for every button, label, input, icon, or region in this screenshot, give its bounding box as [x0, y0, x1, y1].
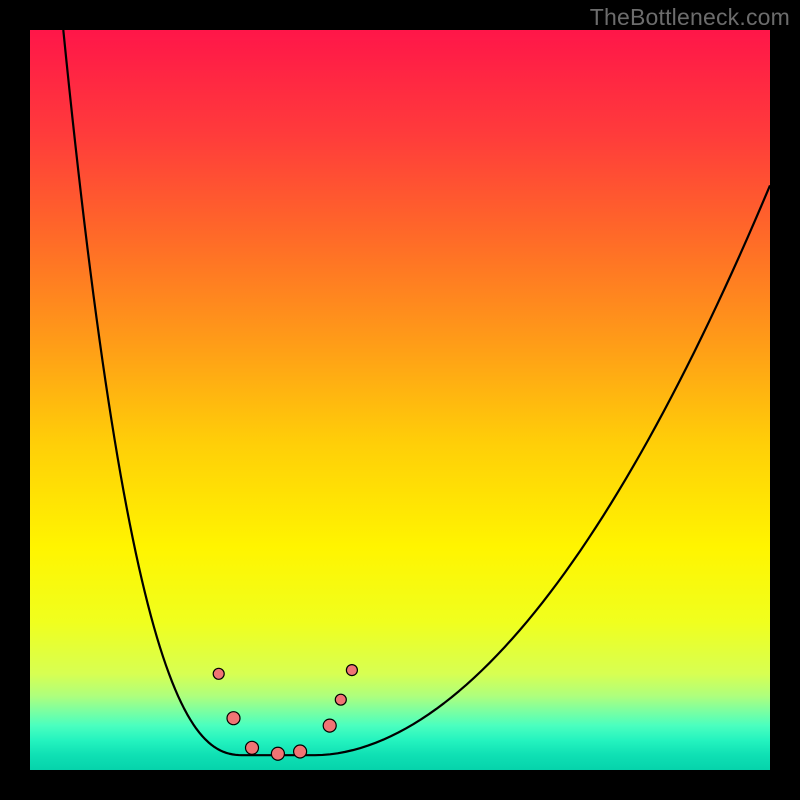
data-marker — [246, 741, 259, 754]
data-marker — [227, 712, 240, 725]
data-marker — [271, 747, 284, 760]
data-marker — [294, 745, 307, 758]
data-marker — [346, 665, 357, 676]
chart-background — [30, 30, 770, 770]
data-marker — [323, 719, 336, 732]
plot-area — [30, 30, 770, 770]
canvas-root: TheBottleneck.com — [0, 0, 800, 800]
data-marker — [335, 694, 346, 705]
data-marker — [213, 668, 224, 679]
chart-svg — [30, 30, 770, 770]
watermark-text: TheBottleneck.com — [590, 4, 790, 31]
